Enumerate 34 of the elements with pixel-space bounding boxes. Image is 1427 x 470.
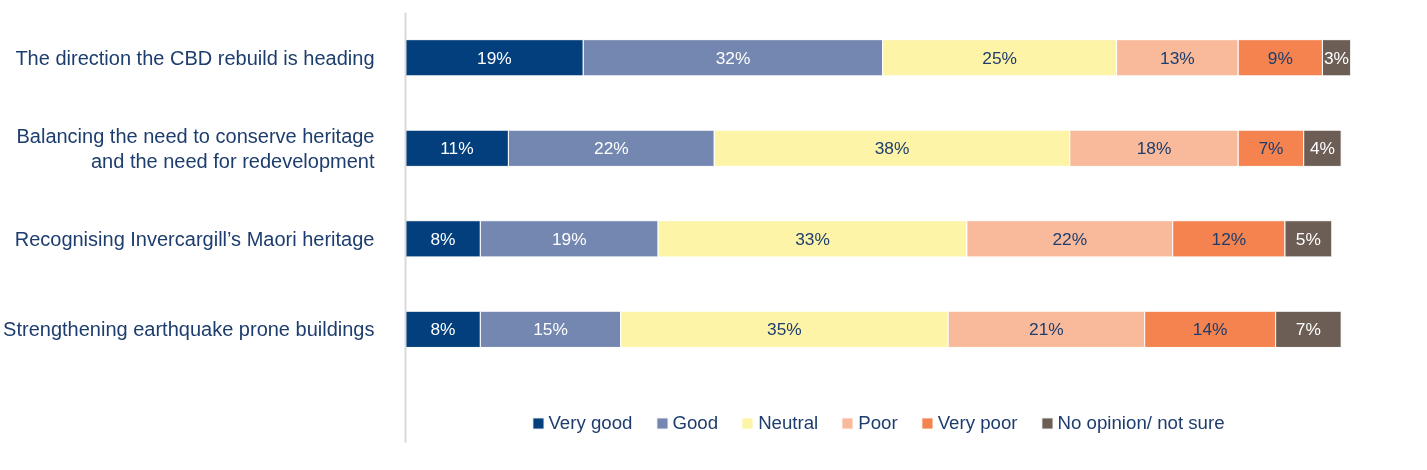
legend-label: Neutral xyxy=(758,412,819,434)
data-label: 19% xyxy=(477,47,512,68)
data-label: 35% xyxy=(767,319,802,340)
y-tick-label: Balancing the need to conserve heritage and the need for redevelopment xyxy=(16,124,375,172)
data-label: 22% xyxy=(1052,228,1088,249)
data-label: 25% xyxy=(982,47,1017,68)
data-label: 15% xyxy=(533,319,568,340)
data-label: 18% xyxy=(1136,138,1172,159)
data-label: 14% xyxy=(1192,319,1228,340)
data-label: 7% xyxy=(1258,138,1284,159)
data-label: 11% xyxy=(440,138,474,159)
data-label: 32% xyxy=(715,47,751,68)
data-label: 8% xyxy=(430,228,456,249)
data-label: 22% xyxy=(594,138,629,159)
legend-label: Very poor xyxy=(937,412,1018,434)
data-label: 13% xyxy=(1160,47,1195,68)
legend-label: Good xyxy=(672,412,719,434)
legend-label: Poor xyxy=(858,412,898,434)
data-label: 21% xyxy=(1029,319,1064,340)
data-label: 33% xyxy=(795,228,830,249)
data-label: 4% xyxy=(1309,138,1335,159)
y-tick-label: The direction the CBD rebuild is heading xyxy=(15,46,375,69)
data-label: 8% xyxy=(430,319,456,340)
data-label: 19% xyxy=(551,228,587,249)
data-label: 3% xyxy=(1323,47,1349,68)
data-label: 9% xyxy=(1267,47,1293,68)
legend-label: No opinion/ not sure xyxy=(1057,412,1225,434)
y-tick-label: Recognising Invercargill’s Maori heritage xyxy=(14,227,375,250)
data-label: 38% xyxy=(874,138,910,159)
data-label: 12% xyxy=(1211,228,1247,249)
data-label: 7% xyxy=(1295,319,1321,340)
y-tick-label: Strengthening earthquake prone buildings xyxy=(3,318,375,341)
data-label: 5% xyxy=(1295,228,1321,249)
legend-label: Very good xyxy=(548,412,633,434)
